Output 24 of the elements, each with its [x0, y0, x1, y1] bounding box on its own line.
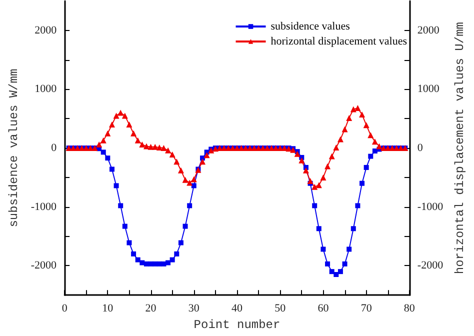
y2-axis-title: horizontal displacement values U/mm	[453, 22, 467, 274]
x-tick-label: 20	[145, 302, 157, 315]
y2-tick-label: 2000	[417, 24, 440, 36]
x-tick-label: 60	[318, 302, 330, 315]
x-tick-label: 80	[404, 302, 416, 315]
x-tick-label: 70	[360, 302, 372, 315]
x-tick-label: 50	[274, 302, 286, 315]
x-tick-label: 30	[188, 302, 200, 315]
y2-tick-label: 0	[417, 142, 424, 154]
y2-tick-label: 1000	[417, 83, 440, 96]
y-tick-label: 1000	[34, 83, 58, 96]
x-axis-title: Point number	[194, 318, 280, 332]
y-tick-label: -2000	[30, 260, 58, 272]
x-tick-label: 40	[232, 302, 243, 315]
x-tick-label: 0	[62, 302, 68, 315]
y-axis-title: subsidence values W/mm	[7, 68, 21, 228]
x-tick-label: 10	[102, 302, 114, 315]
y2-tick-label: -1000	[417, 200, 444, 213]
y-tick-label: 2000	[34, 24, 58, 36]
legend-label: horizontal displacement values	[270, 36, 407, 48]
y-tick-label: -1000	[30, 200, 58, 213]
y2-tick-label: -2000	[417, 260, 444, 272]
y-tick-label: 0	[51, 142, 58, 154]
legend-label: subsidence values	[270, 20, 350, 32]
